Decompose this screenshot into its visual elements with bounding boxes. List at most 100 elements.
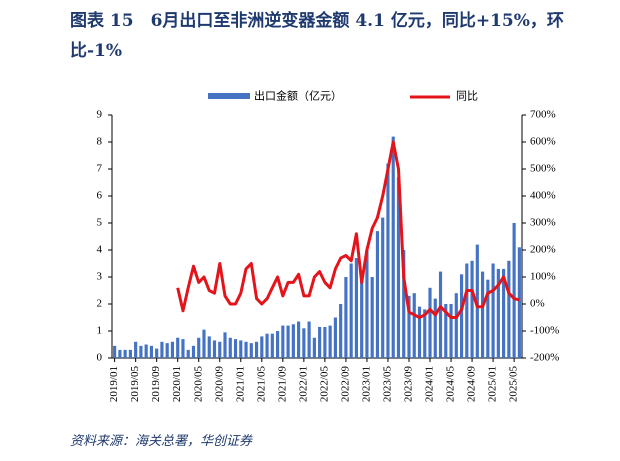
- source-note: 资料来源：海关总署，华创证券: [70, 434, 253, 449]
- x-tick-label: 2023/05: [381, 366, 393, 403]
- bar: [123, 349, 127, 358]
- bar: [438, 271, 443, 358]
- bar: [186, 349, 190, 358]
- bar: [491, 263, 495, 358]
- bar: [423, 309, 427, 358]
- bar: [449, 304, 453, 358]
- y2-tick-label: -200%: [530, 352, 559, 364]
- bar: [391, 136, 395, 358]
- bar: [139, 345, 143, 358]
- bar: [323, 326, 327, 358]
- x-tick-label: 2022/09: [339, 366, 351, 403]
- bar: [470, 260, 474, 358]
- y2-tick-label: 0%: [530, 298, 545, 310]
- bar: [281, 325, 285, 358]
- bar: [228, 337, 232, 358]
- bar: [365, 250, 369, 358]
- x-tick-label: 2021/01: [234, 366, 246, 402]
- bar: [149, 345, 153, 358]
- bar: [212, 340, 217, 358]
- y-tick-label: 9: [97, 109, 103, 121]
- bar: [354, 258, 358, 358]
- bar: [318, 326, 322, 358]
- y2-tick-label: 200%: [530, 244, 556, 256]
- x-tick-label: 2024/05: [445, 366, 457, 403]
- bar: [239, 340, 243, 358]
- bar: [417, 306, 422, 358]
- bar: [333, 317, 337, 358]
- bar: [302, 328, 306, 358]
- bar: [344, 277, 348, 358]
- x-tick-label: 2021/05: [255, 366, 267, 403]
- bar: [265, 333, 269, 358]
- bar: [155, 348, 159, 358]
- bar: [249, 343, 253, 358]
- bar: [218, 341, 222, 358]
- bar: [375, 231, 380, 358]
- x-tick-label: 2023/09: [403, 366, 415, 403]
- y-tick-label: 3: [97, 271, 103, 283]
- x-tick-label: 2022/01: [297, 366, 309, 402]
- x-tick-label: 2022/05: [318, 366, 330, 403]
- y2-tick-label: 700%: [530, 109, 556, 121]
- bar: [291, 324, 295, 358]
- bar: [396, 177, 401, 358]
- bar: [402, 250, 406, 358]
- bar: [517, 247, 521, 358]
- bar: [507, 260, 511, 358]
- y-tick-label: 8: [97, 136, 103, 148]
- bar: [459, 274, 464, 358]
- bar: [297, 321, 301, 358]
- bar: [181, 339, 185, 358]
- bar: [465, 263, 469, 358]
- bar: [486, 279, 490, 358]
- bar: [475, 244, 479, 358]
- bar: [254, 341, 259, 358]
- y-tick-label: 7: [97, 163, 103, 175]
- y-tick-label: 6: [97, 190, 103, 202]
- x-tick-label: 2019/01: [108, 366, 120, 402]
- bar: [454, 293, 458, 358]
- bar: [276, 331, 280, 358]
- bar: [191, 345, 196, 358]
- bar: [444, 304, 448, 358]
- bar: [144, 344, 148, 358]
- bar: [349, 263, 353, 358]
- bar: [286, 325, 290, 358]
- y2-tick-label: 300%: [530, 217, 556, 229]
- legend-label: 同比: [456, 90, 478, 103]
- bar: [496, 268, 500, 358]
- line: [176, 140, 520, 319]
- bar: [223, 332, 227, 358]
- y2-tick-label: -100%: [530, 325, 559, 337]
- bar: [270, 333, 274, 358]
- bar: [407, 295, 411, 358]
- bar: [339, 304, 343, 358]
- x-tick-label: 2019/09: [150, 366, 162, 403]
- bar: [481, 271, 485, 358]
- bar: [381, 217, 385, 358]
- x-tick-label: 2025/05: [508, 366, 520, 403]
- bar: [312, 337, 316, 358]
- bar: [360, 271, 364, 358]
- legend-swatch: [208, 93, 250, 99]
- bar: [328, 325, 332, 358]
- bar: [433, 298, 437, 358]
- y2-tick-label: 600%: [530, 136, 556, 148]
- bar: [244, 341, 248, 358]
- x-tick-label: 2021/09: [276, 366, 288, 403]
- y2-tick-label: 100%: [530, 271, 556, 283]
- bar: [260, 336, 264, 358]
- bar: [118, 349, 122, 358]
- bar: [113, 345, 117, 358]
- y-tick-label: 4: [97, 244, 103, 256]
- bar: [502, 268, 506, 358]
- legend-label: 出口金额（亿元）: [254, 89, 342, 103]
- bar: [202, 329, 206, 358]
- bar: [412, 293, 416, 358]
- x-tick-label: 2020/09: [213, 366, 225, 403]
- bar: [170, 341, 175, 358]
- x-tick-label: 2024/09: [466, 366, 478, 403]
- bar: [207, 336, 211, 358]
- bar: [370, 277, 374, 358]
